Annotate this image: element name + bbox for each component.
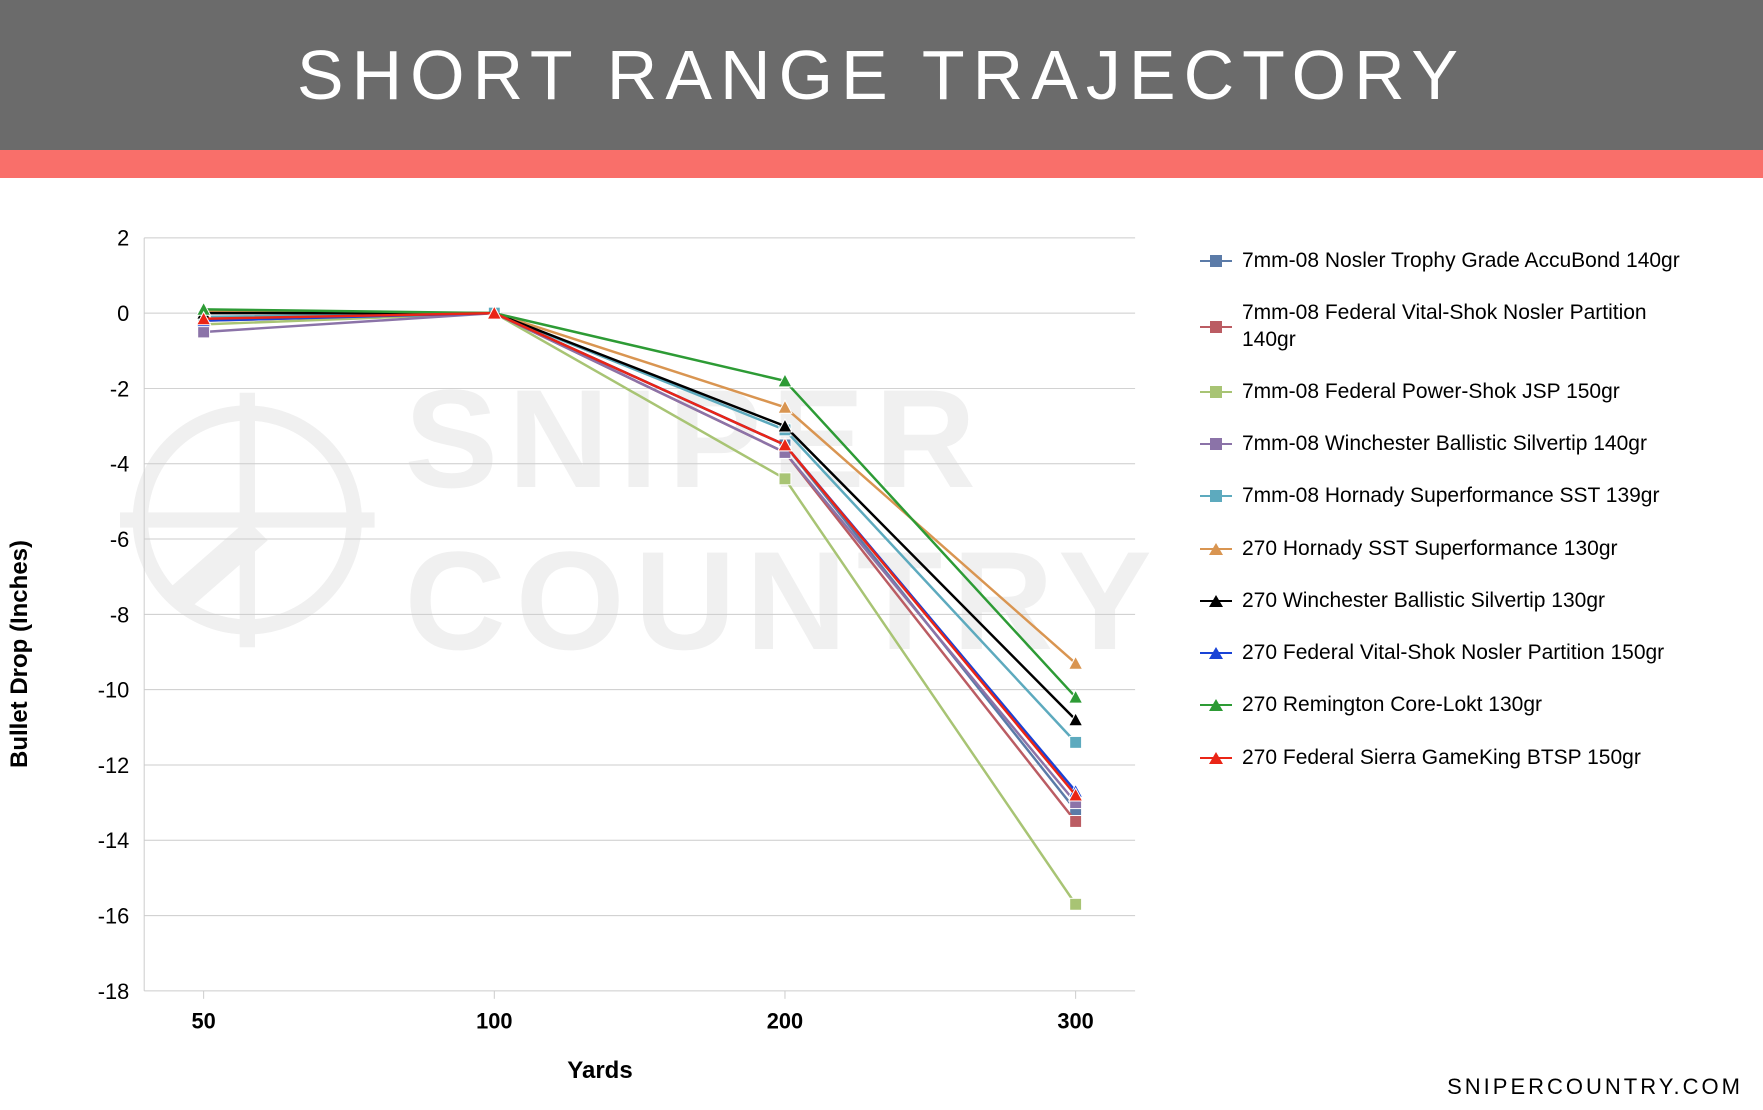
legend-marker-icon	[1200, 643, 1232, 663]
legend: 7mm-08 Nosler Trophy Grade AccuBond 140g…	[1160, 218, 1723, 1090]
series-line	[204, 311, 1076, 663]
legend-item: 270 Federal Vital-Shok Nosler Partition …	[1200, 640, 1680, 666]
x-tick-label: 50	[192, 1009, 216, 1034]
legend-marker-icon	[1200, 486, 1232, 506]
legend-marker-icon	[1200, 695, 1232, 715]
legend-label: 270 Hornady SST Superformance 130gr	[1242, 536, 1618, 562]
page-title: SHORT RANGE TRAJECTORY	[297, 35, 1466, 115]
series-line	[204, 313, 1076, 803]
y-tick-label: -18	[98, 979, 130, 1004]
legend-label: 7mm-08 Federal Vital-Shok Nosler Partiti…	[1242, 300, 1680, 353]
series-marker	[779, 473, 791, 485]
y-tick-label: -2	[110, 376, 129, 401]
series-line	[204, 313, 1076, 904]
legend-label: 7mm-08 Winchester Ballistic Silvertip 14…	[1242, 431, 1647, 457]
x-tick-label: 300	[1057, 1009, 1093, 1034]
legend-item: 270 Federal Sierra GameKing BTSP 150gr	[1200, 745, 1680, 771]
legend-label: 7mm-08 Hornady Superformance SST 139gr	[1242, 483, 1659, 509]
series-line	[204, 313, 1076, 821]
header-bar: SHORT RANGE TRAJECTORY	[0, 0, 1763, 150]
series-marker	[198, 326, 210, 338]
legend-marker-icon	[1200, 317, 1232, 337]
x-tick-label: 200	[767, 1009, 803, 1034]
legend-marker-icon	[1200, 748, 1232, 768]
legend-item: 270 Winchester Ballistic Silvertip 130gr	[1200, 588, 1680, 614]
y-tick-label: 0	[117, 301, 129, 326]
legend-marker-icon	[1200, 539, 1232, 559]
legend-marker-icon	[1200, 434, 1232, 454]
legend-item: 270 Remington Core-Lokt 130gr	[1200, 692, 1680, 718]
chart-area: SNIPER COUNTRY Bullet Drop (Inches) 20-2…	[0, 178, 1763, 1110]
series-line	[204, 313, 1076, 742]
y-tick-label: -8	[110, 602, 129, 627]
y-tick-label: 2	[117, 226, 129, 251]
series-line	[204, 313, 1076, 791]
legend-label: 7mm-08 Nosler Trophy Grade AccuBond 140g…	[1242, 248, 1680, 274]
x-axis-label: Yards	[567, 1057, 632, 1085]
legend-item: 7mm-08 Hornady Superformance SST 139gr	[1200, 483, 1680, 509]
y-tick-label: -6	[110, 527, 129, 552]
y-tick-label: -4	[110, 452, 129, 477]
series-line	[204, 313, 1076, 810]
legend-item: 7mm-08 Winchester Ballistic Silvertip 14…	[1200, 431, 1680, 457]
legend-marker-icon	[1200, 382, 1232, 402]
y-tick-label: -10	[98, 678, 130, 703]
y-axis-label: Bullet Drop (Inches)	[6, 540, 34, 768]
line-chart: 2 0 -2 -4 -6 -8 -10 -12 -14 -16 -18 50 100 200 300	[40, 218, 1160, 1090]
y-tick-label: -16	[98, 904, 130, 929]
legend-item: 7mm-08 Nosler Trophy Grade AccuBond 140g…	[1200, 248, 1680, 274]
legend-label: 270 Winchester Ballistic Silvertip 130gr	[1242, 588, 1605, 614]
legend-label: 270 Remington Core-Lokt 130gr	[1242, 692, 1542, 718]
series-marker	[1070, 898, 1082, 910]
x-tick-label: 100	[476, 1009, 512, 1034]
legend-item: 270 Hornady SST Superformance 130gr	[1200, 536, 1680, 562]
series-marker	[1070, 736, 1082, 748]
series-marker	[1070, 816, 1082, 828]
legend-label: 7mm-08 Federal Power-Shok JSP 150gr	[1242, 379, 1620, 405]
y-tick-label: -14	[98, 828, 130, 853]
series-line	[204, 313, 1076, 720]
legend-label: 270 Federal Vital-Shok Nosler Partition …	[1242, 640, 1664, 666]
y-tick-label: -12	[98, 753, 130, 778]
legend-item: 7mm-08 Federal Vital-Shok Nosler Partiti…	[1200, 300, 1680, 353]
accent-bar	[0, 150, 1763, 178]
plot-region: Bullet Drop (Inches) 20-2-4-6-8-10-12-14…	[40, 218, 1160, 1090]
legend-item: 7mm-08 Federal Power-Shok JSP 150gr	[1200, 379, 1680, 405]
legend-label: 270 Federal Sierra GameKing BTSP 150gr	[1242, 745, 1641, 771]
legend-marker-icon	[1200, 591, 1232, 611]
legend-marker-icon	[1200, 251, 1232, 271]
